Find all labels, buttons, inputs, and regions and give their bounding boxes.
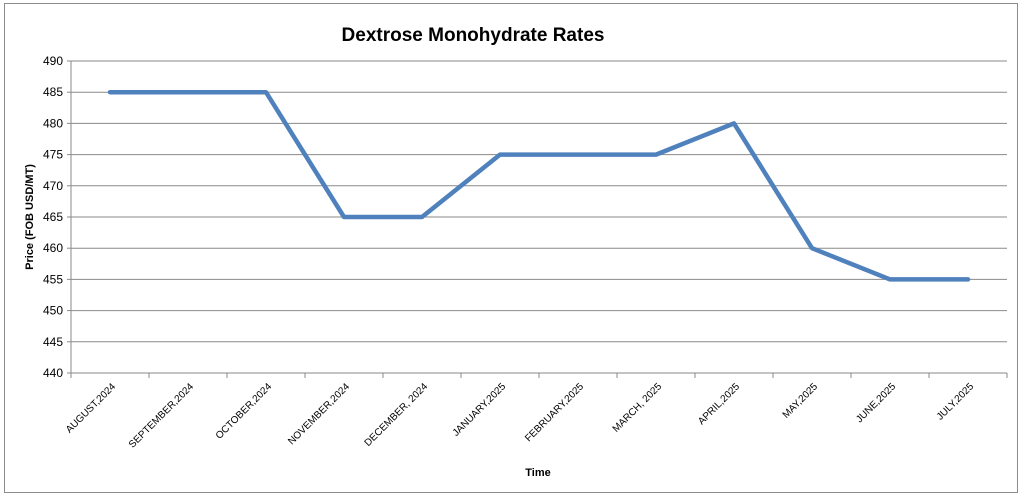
x-tick-label: JANUARY,2025 bbox=[451, 381, 509, 439]
x-tick-label: OCTOBER,2024 bbox=[214, 381, 275, 442]
y-tick-label: 440 bbox=[43, 366, 63, 380]
y-tick-label: 450 bbox=[43, 304, 63, 318]
x-tick-label: JULY,2025 bbox=[935, 381, 977, 423]
y-tick-label: 485 bbox=[43, 85, 63, 99]
chart-title: Dextrose Monohydrate Rates bbox=[342, 25, 605, 46]
series-line bbox=[107, 89, 971, 282]
y-tick-label: 490 bbox=[43, 54, 63, 68]
x-axis-ticks: AUGUST,2024 SEPTEMBER,2024 OCTOBER,2024 NOV… bbox=[64, 381, 976, 450]
x-tick-label: APRIL,2025 bbox=[696, 381, 742, 427]
axes bbox=[67, 60, 1008, 378]
line-chart: Dextrose Monohydrate Rates 4404454504554… bbox=[24, 25, 1008, 479]
y-tick-label: 460 bbox=[43, 241, 63, 255]
y-tick-label: 445 bbox=[43, 335, 63, 349]
x-tick-label: JUNE,2025 bbox=[854, 381, 898, 425]
x-tick-label: NOVEMBER,2024 bbox=[286, 381, 352, 447]
y-tick-label: 480 bbox=[43, 116, 63, 130]
x-tick-label: DECEMBER, 2024 bbox=[363, 381, 431, 449]
series-layer bbox=[107, 89, 971, 282]
x-tick-label: MARCH, 2025 bbox=[611, 381, 665, 435]
x-tick-label: FEBRUARY,2025 bbox=[523, 381, 586, 444]
y-tick-label: 475 bbox=[43, 148, 63, 162]
x-tick-label: MAY,2025 bbox=[781, 381, 821, 421]
y-axis-label: Price (FOB USD/MT) bbox=[24, 164, 36, 270]
y-tick-label: 465 bbox=[43, 210, 63, 224]
chart-frame: Dextrose Monohydrate Rates 440 445 450 455 4… bbox=[4, 3, 1018, 493]
y-axis-ticks: 440 445 450 455 460 465 470 475 480 485 490 bbox=[43, 54, 63, 380]
gridlines bbox=[71, 60, 1007, 343]
y-tick-label: 455 bbox=[43, 272, 63, 286]
x-axis-label: Time bbox=[525, 467, 550, 479]
x-tick-label: SEPTEMBER,2024 bbox=[127, 381, 196, 450]
x-tick-label: AUGUST,2024 bbox=[64, 381, 118, 435]
y-tick-label: 470 bbox=[43, 179, 63, 193]
